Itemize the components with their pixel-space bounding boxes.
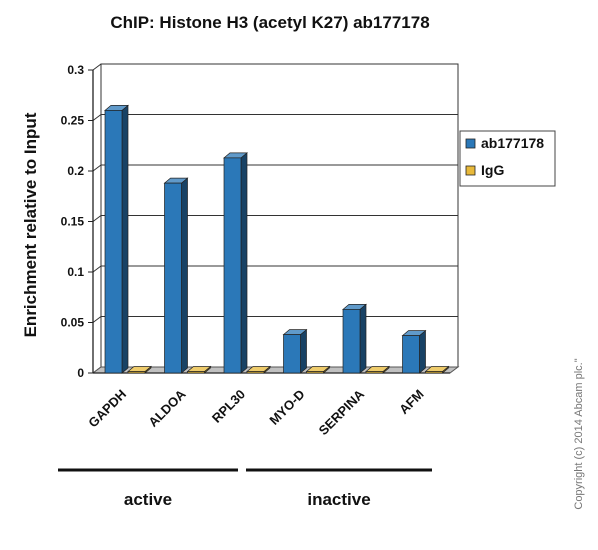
grid-diagonal [92,164,102,172]
copyright-text: Copyright (c) 2014 Abcam plc." [573,358,585,509]
bar-ab177178 [401,329,427,374]
bar-igg-front [306,371,324,374]
bar-ab177178-side [240,152,248,374]
group-labels: active inactive [58,468,432,509]
grid-lines [92,63,459,374]
x-tick-label: MYO-D [266,387,307,428]
grid-diagonal [92,215,102,222]
bar-ab177178-side [121,104,129,374]
bar-ab177178 [282,328,308,374]
bar-igg [127,365,152,374]
bar-ab177178-front [223,157,242,374]
bar-igg [246,365,271,374]
group-label: inactive [307,490,370,509]
grid-diagonal [92,63,102,71]
y-tick-label: 0.25 [61,114,85,128]
bar-ab177178-side [359,303,367,374]
bar-ab177178-front [283,334,301,374]
y-tick-label: 0.3 [67,63,84,77]
bar-igg-front [246,371,265,374]
grid-diagonal [92,316,102,323]
legend-box [459,130,556,187]
legend-label: IgG [481,162,504,178]
bar-ab177178-side [419,329,426,374]
y-tick-label: 0.2 [67,164,84,178]
bar-ab177178-front [104,110,123,374]
bar-igg [365,365,390,374]
grid-diagonal [92,114,102,121]
bar-igg [424,365,450,374]
bar-igg-front [127,371,146,374]
y-tick-label: 0.05 [61,316,85,330]
y-tick-labels: 0 0.05 0.1 0.15 0.2 0.25 0.3 [61,63,85,380]
bars [104,104,450,374]
grid-diagonal [92,265,102,273]
legend-label: ab177178 [481,135,544,151]
bar-ab177178 [163,177,189,374]
y-axis-label: Enrichment relative to Input [21,112,40,337]
legend-swatch [465,165,476,176]
group-label: active [124,490,172,509]
bar-ab177178 [342,303,367,374]
bar-igg [305,365,331,374]
bar-ab177178-front [164,182,182,374]
bar-igg [186,365,212,374]
legend-swatch [465,138,476,149]
y-tick-label: 0.1 [67,265,84,279]
bar-ab177178 [104,104,129,374]
x-tick-label: GAPDH [85,387,129,431]
bar-igg-front [187,371,205,374]
bar-ab177178-side [300,328,307,374]
x-tick-label: RPL30 [209,387,248,426]
x-tick-label: AFM [396,387,427,418]
y-tick-label: 0.15 [61,215,85,229]
bar-igg-front [425,371,443,374]
x-tick-label: ALDOA [145,386,189,430]
y-tick-label: 0 [77,366,84,380]
bar-igg-front [365,371,384,374]
bar-ab177178-front [342,309,361,374]
x-tick-label: SERPINA [316,386,368,438]
legend: ab177178 IgG [459,130,556,187]
bar-ab177178-front [402,335,420,374]
bar-ab177178-side [181,177,188,374]
bar-ab177178 [223,152,248,374]
x-tick-labels: GAPDH ALDOA RPL30 MYO-D SERPINA AFM [85,386,426,438]
chart-title: ChIP: Histone H3 (acetyl K27) ab177178 [110,13,429,32]
